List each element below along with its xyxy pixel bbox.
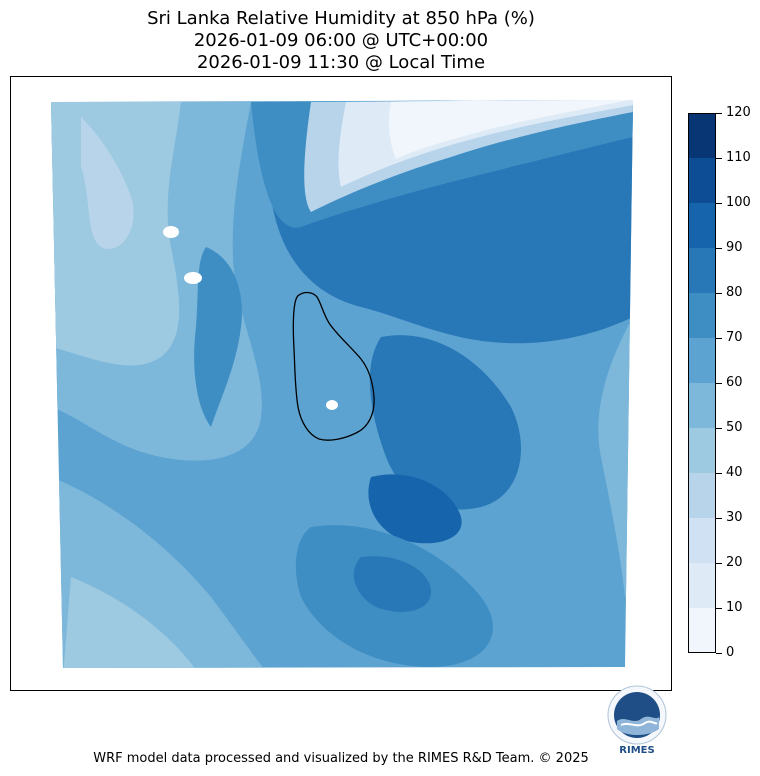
colorbar-tick bbox=[716, 157, 722, 159]
credit-text: WRF model data processed and visualized … bbox=[93, 751, 589, 766]
colorbar-tick bbox=[716, 562, 722, 564]
colorbar-tick bbox=[716, 652, 722, 654]
colorbar-tick-label: 120 bbox=[726, 105, 751, 120]
colorbar-segment bbox=[688, 248, 716, 293]
humidity-band-east-moist bbox=[271, 102, 633, 344]
colorbar-tick-label: 80 bbox=[726, 285, 743, 300]
colorbar-tick bbox=[716, 292, 722, 294]
humidity-band-south-core bbox=[353, 556, 431, 612]
colorbar-tick-label: 70 bbox=[726, 330, 743, 345]
humidity-band-central-tongue bbox=[194, 247, 242, 427]
colorbar-tick bbox=[716, 247, 722, 249]
colorbar-tick-label: 20 bbox=[726, 555, 743, 570]
colorbar-segment bbox=[688, 383, 716, 428]
colorbar-segment bbox=[688, 473, 716, 518]
colorbar-segment bbox=[688, 563, 716, 608]
humidity-band-west-driest bbox=[81, 117, 134, 249]
colorbar-tick bbox=[716, 472, 722, 474]
colorbar-segment bbox=[688, 608, 716, 653]
colorbar-tick bbox=[716, 112, 722, 114]
colorbar-tick-label: 90 bbox=[726, 240, 743, 255]
colorbar-tick bbox=[716, 427, 722, 429]
colorbar-tick bbox=[716, 202, 722, 204]
colorbar-segment bbox=[688, 428, 716, 473]
colorbar-segment bbox=[688, 158, 716, 203]
humidity-band-southeast-core bbox=[368, 474, 462, 544]
colorbar-segment bbox=[688, 113, 716, 158]
colorbar-segment bbox=[688, 338, 716, 383]
map-subtitle-utc: 2026-01-09 06:00 @ UTC+00:00 bbox=[193, 30, 489, 51]
logo-text: RIMES bbox=[619, 745, 654, 756]
map-frame: RIMES bbox=[10, 76, 672, 756]
colorbar-segment bbox=[688, 203, 716, 248]
humidity-band-east-edge bbox=[598, 317, 633, 597]
colorbar-tick bbox=[716, 517, 722, 519]
rimes-logo: RIMES bbox=[605, 685, 669, 757]
colorbar-tick-label: 40 bbox=[726, 465, 743, 480]
colorbar-tick-label: 50 bbox=[726, 420, 743, 435]
humidity-band-southwest-light bbox=[63, 577, 201, 668]
sri-lanka-coastline bbox=[292, 291, 375, 441]
colorbar-tick-label: 110 bbox=[726, 150, 751, 165]
humidity-band-north-dry-core bbox=[388, 100, 633, 159]
colorbar-tick-label: 30 bbox=[726, 510, 743, 525]
colorbar-tick bbox=[716, 607, 722, 609]
missing-data-patch bbox=[184, 272, 202, 284]
colorbar-border bbox=[688, 113, 716, 653]
colorbar-tick bbox=[716, 337, 722, 339]
humidity-band-east-center bbox=[369, 335, 521, 510]
missing-data-patch bbox=[326, 400, 338, 410]
colorbar-segment bbox=[688, 518, 716, 563]
colorbar-tick-label: 100 bbox=[726, 195, 751, 210]
map-subtitle-local: 2026-01-09 11:30 @ Local Time bbox=[196, 52, 486, 73]
colorbar-tick-label: 10 bbox=[726, 600, 743, 615]
missing-data-patch bbox=[163, 226, 179, 238]
colorbar-tick bbox=[716, 382, 722, 384]
colorbar bbox=[688, 113, 716, 653]
colorbar-tick-label: 0 bbox=[726, 645, 735, 660]
humidity-map bbox=[51, 100, 633, 668]
map-title: Sri Lanka Relative Humidity at 850 hPa (… bbox=[147, 8, 535, 29]
colorbar-segment bbox=[688, 293, 716, 338]
colorbar-tick-label: 60 bbox=[726, 375, 743, 390]
